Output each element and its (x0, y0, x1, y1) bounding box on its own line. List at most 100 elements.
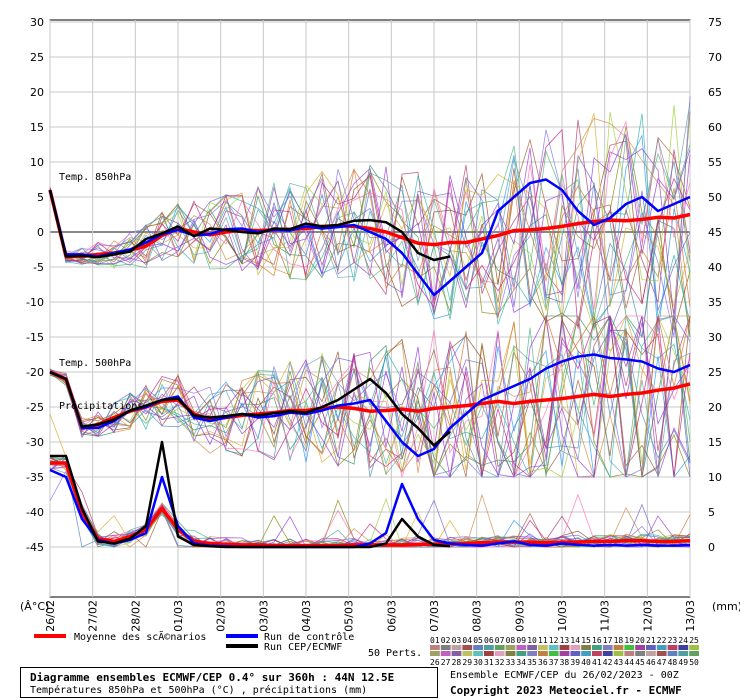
pert-number: 43 (614, 658, 624, 667)
x-tick-label: 05/03 (343, 600, 356, 632)
pert-swatch (451, 645, 462, 650)
member-line (49, 134, 691, 333)
pert-swatch (602, 645, 613, 650)
pert-swatch (484, 651, 494, 656)
footer-copyright: Copyright 2023 Meteociel.fr - ECMWF (450, 684, 682, 697)
left-tick-label: -15 (26, 331, 44, 344)
pert-number: 06 (484, 636, 494, 645)
pert-swatch (559, 645, 570, 650)
legend-perts-label: 50 Perts. (368, 648, 422, 659)
member-line (49, 113, 691, 325)
x-tick-label: 06/03 (385, 600, 398, 632)
series-line-precip (49, 468, 691, 549)
pert-number: 02 (441, 636, 451, 645)
right-tick-label: 5 (708, 506, 715, 519)
left-tick-label: -35 (26, 471, 44, 484)
pert-number: 01 (430, 636, 440, 645)
series-line-t850 (48, 178, 691, 297)
left-tick-label: 10 (30, 156, 44, 169)
pert-number: 44 (624, 658, 634, 667)
x-tick-label: 28/02 (129, 600, 142, 632)
pert-number: 13 (560, 636, 570, 645)
x-tick-label: 12/03 (641, 600, 654, 632)
x-tick-label: 01/03 (172, 600, 185, 632)
right-tick-label: 0 (708, 541, 715, 554)
member-line (49, 102, 691, 330)
pert-number: 46 (646, 658, 656, 667)
member-line (49, 315, 691, 478)
x-tick-label: 10/03 (556, 600, 569, 632)
left-tick-label: 25 (30, 51, 44, 64)
right-axis-unit: (mm) (712, 600, 740, 613)
member-line (49, 111, 691, 324)
pert-swatch (548, 645, 559, 650)
left-tick-label: -20 (26, 366, 44, 379)
pert-swatch (646, 645, 656, 650)
pert-swatch (505, 645, 516, 650)
left-tick-label: -5 (33, 261, 44, 274)
pert-number: 11 (538, 636, 548, 645)
pert-number: 45 (635, 658, 645, 667)
right-tick-label: 40 (708, 261, 722, 274)
footer-title: Diagramme ensembles ECMWF/CEP 0.4° sur 3… (30, 671, 395, 684)
pert-number: 33 (506, 658, 516, 667)
x-tick-label: 07/03 (428, 600, 441, 632)
member-line (49, 140, 691, 331)
right-tick-label: 30 (708, 331, 722, 344)
right-tick-label: 15 (708, 436, 722, 449)
pert-number: 15 (581, 636, 591, 645)
pert-swatch (602, 651, 613, 656)
pert-number: 38 (560, 658, 570, 667)
pert-number: 19 (624, 636, 634, 645)
pert-swatch (516, 645, 527, 650)
x-tick-label: 11/03 (599, 600, 612, 632)
pert-swatch (689, 645, 699, 650)
right-tick-label: 20 (708, 401, 722, 414)
member-line (49, 161, 691, 338)
pert-number: 37 (549, 658, 559, 667)
member-line (49, 315, 691, 478)
pert-number: 40 (581, 658, 591, 667)
pert-swatch (678, 651, 689, 656)
pert-swatch (581, 645, 591, 650)
series-line-t850 (48, 189, 451, 262)
pert-swatch (581, 651, 591, 656)
member-line (49, 154, 691, 333)
chart-series (48, 178, 691, 549)
pert-swatch (635, 645, 645, 650)
pert-number: 03 (452, 636, 462, 645)
member-line (49, 168, 691, 319)
pert-number: 07 (495, 636, 505, 645)
left-tick-label: -10 (26, 296, 44, 309)
pert-number: 04 (462, 636, 472, 645)
series-line-t850 (48, 189, 691, 259)
pert-number: 05 (473, 636, 483, 645)
pert-swatch (473, 645, 483, 650)
pert-number: 30 (473, 658, 483, 667)
x-tick-label: 03/03 (257, 600, 270, 632)
series-line-t500 (49, 370, 451, 447)
right-tick-label: 55 (708, 156, 722, 169)
pert-number: 14 (570, 636, 580, 645)
member-line (49, 105, 691, 331)
pert-number: 34 (516, 658, 526, 667)
left-tick-label: -40 (26, 506, 44, 519)
left-tick-label: 5 (37, 191, 44, 204)
left-axis-unit: (Â°C) (20, 600, 49, 613)
right-tick-label: 60 (708, 121, 722, 134)
chart-axes: 302520151050-5-10-15-20-25-30-35-40-4575… (26, 16, 722, 632)
left-tick-label: 0 (37, 226, 44, 239)
pert-number: 32 (495, 658, 505, 667)
pert-swatch (559, 651, 570, 656)
right-tick-label: 25 (708, 366, 722, 379)
pert-swatch (570, 651, 581, 656)
pert-swatch (527, 651, 537, 656)
pert-number: 49 (678, 658, 688, 667)
pert-number: 27 (441, 658, 451, 667)
pert-swatch (440, 651, 451, 656)
pert-number: 18 (614, 636, 624, 645)
pert-swatch (613, 645, 624, 650)
pert-swatch (667, 651, 678, 656)
member-line (49, 315, 691, 478)
pert-number: 41 (592, 658, 602, 667)
